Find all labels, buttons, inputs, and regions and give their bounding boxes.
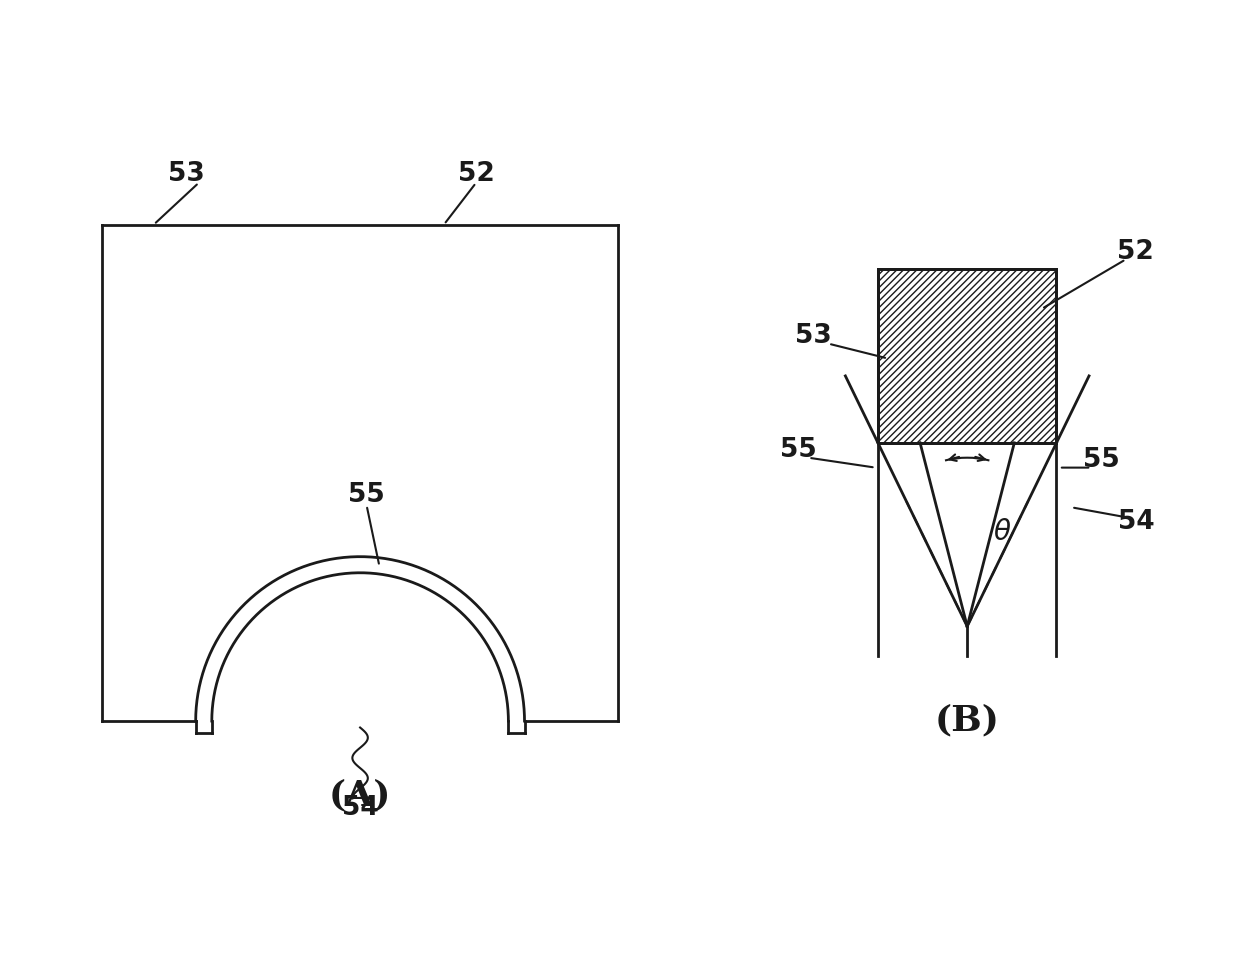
Text: 55: 55 (348, 482, 384, 509)
Text: 53: 53 (167, 161, 205, 187)
Text: 53: 53 (795, 323, 832, 349)
Text: 55: 55 (780, 437, 817, 463)
Text: θ: θ (993, 518, 1011, 546)
Text: 52: 52 (1117, 239, 1154, 264)
Text: (B): (B) (935, 703, 999, 737)
Text: 54: 54 (1117, 510, 1154, 536)
Text: 55: 55 (1083, 447, 1120, 473)
Text: 54: 54 (342, 795, 378, 821)
Text: 52: 52 (458, 161, 495, 187)
Polygon shape (878, 269, 1056, 443)
Text: (A): (A) (329, 778, 392, 813)
